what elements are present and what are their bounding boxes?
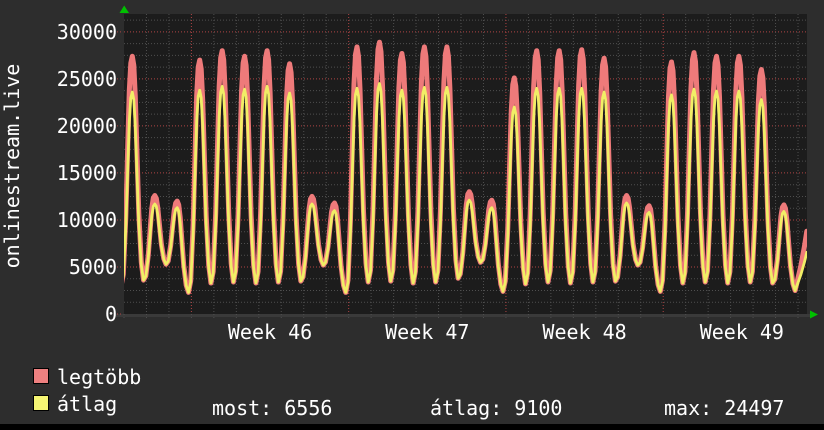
x-axis-label: Week 48 [542, 320, 627, 344]
stat-max: max: 24497 [664, 396, 785, 420]
stat-most: most: 6556 [212, 396, 333, 420]
y-axis-label: 0 [104, 302, 117, 326]
stat-atlag: átlag: 9100 [430, 396, 563, 420]
legend-avg-swatch [33, 395, 49, 411]
legend-avg-label: átlag [57, 392, 118, 416]
y-axis-arrow-icon [119, 5, 129, 13]
x-axis-label: Week 47 [385, 320, 470, 344]
y-axis-label: 10000 [56, 207, 117, 232]
y-axis-label: 30000 [56, 19, 117, 44]
x-axis-label: Week 46 [227, 320, 313, 344]
legend-max-swatch [33, 368, 49, 384]
y-axis-label: 5000 [68, 254, 117, 279]
series-avg-line [124, 82, 807, 294]
x-axis-arrow-icon [810, 310, 818, 319]
legend-max-label: legtöbb [57, 365, 142, 389]
y-axis-label: 20000 [56, 113, 117, 138]
x-axis-label: Week 49 [699, 320, 784, 344]
y-axis-label: 25000 [56, 66, 117, 91]
y-axis-label: 15000 [56, 160, 117, 185]
